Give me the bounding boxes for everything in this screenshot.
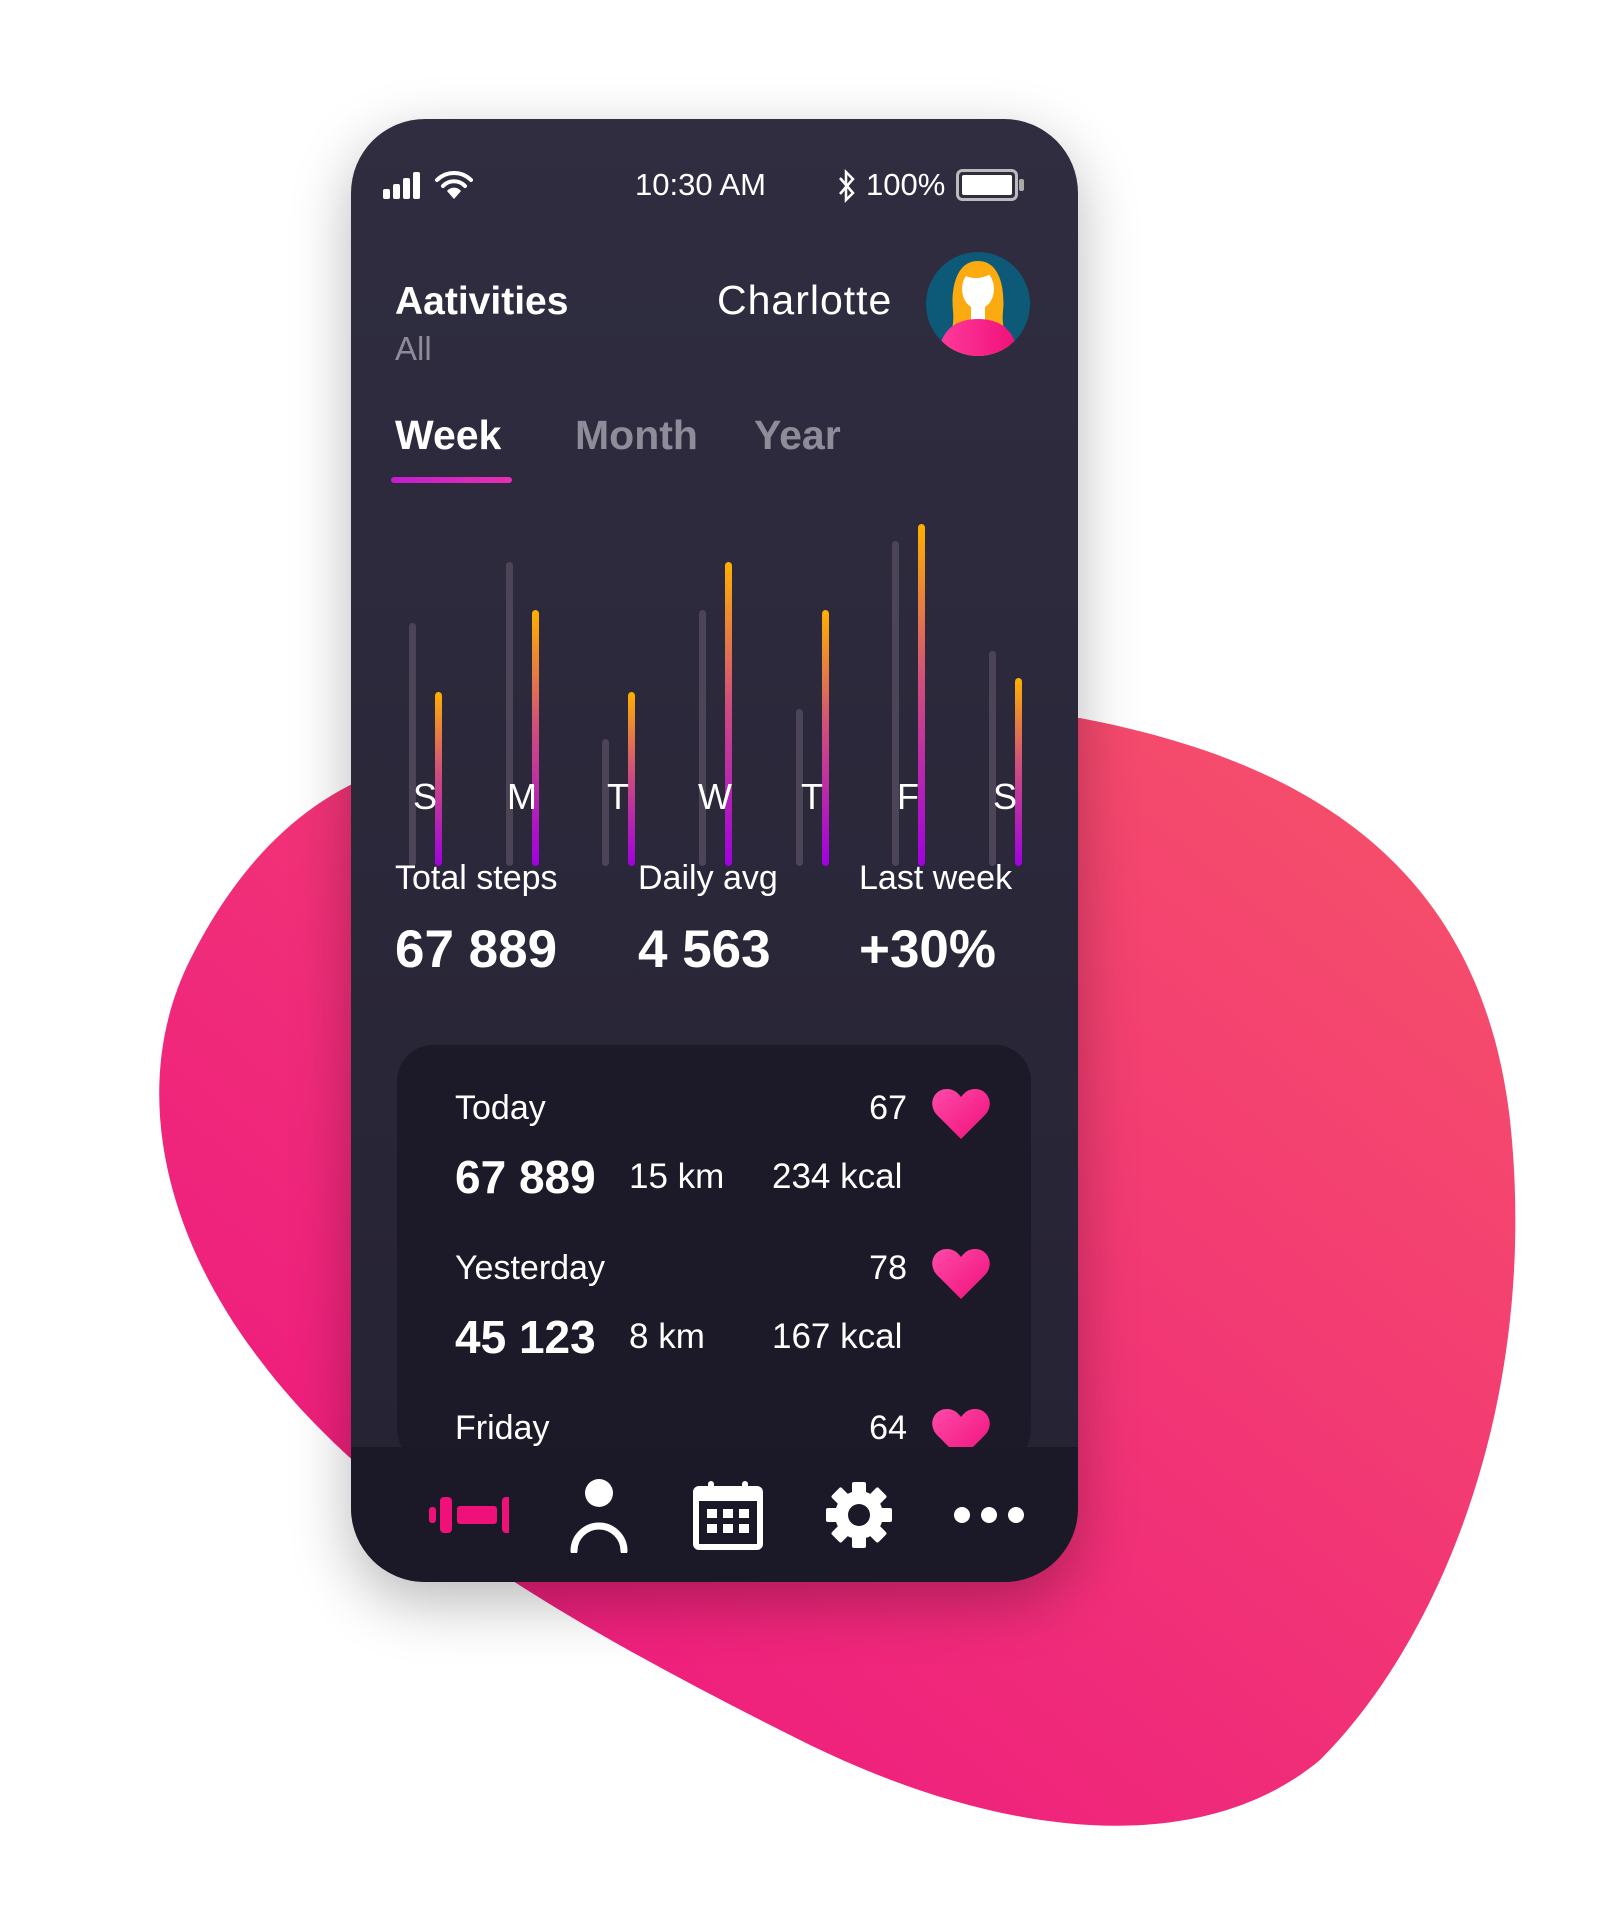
page-title: Aativities bbox=[395, 280, 569, 323]
bar-current-0 bbox=[435, 691, 442, 866]
phone-screen: 10:30 AM 100% Aativities All Charlotte W… bbox=[351, 119, 1078, 1582]
more-icon bbox=[954, 1507, 1024, 1523]
nav-settings[interactable] bbox=[819, 1475, 899, 1555]
heart-icon bbox=[932, 1409, 990, 1459]
list-item-today[interactable]: Today 67 67 889 15 km 234 kcal bbox=[397, 1045, 1031, 1205]
tab-month[interactable]: Month bbox=[575, 412, 698, 458]
active-tab-indicator bbox=[391, 477, 512, 483]
day-label: T bbox=[801, 776, 823, 817]
heart-icon bbox=[932, 1249, 990, 1299]
list-item-heart-rate: 78 bbox=[869, 1249, 907, 1287]
signal-icon bbox=[383, 172, 420, 199]
user-name: Charlotte bbox=[717, 277, 893, 323]
bluetooth-icon bbox=[839, 169, 855, 204]
bar-current-2 bbox=[628, 691, 635, 866]
stat-daily-avg-value: 4 563 bbox=[638, 920, 771, 979]
stat-last-week-value: +30% bbox=[859, 920, 997, 979]
tab-year[interactable]: Year bbox=[754, 412, 841, 458]
nav-activities[interactable] bbox=[429, 1475, 509, 1555]
list-item-calories: 234 kcal bbox=[772, 1157, 903, 1196]
list-item-day: Friday bbox=[455, 1409, 550, 1447]
bar-previous-5 bbox=[892, 541, 899, 866]
day-label: M bbox=[507, 776, 537, 817]
bar-previous-6 bbox=[989, 650, 996, 866]
bar-current-6 bbox=[1015, 677, 1022, 866]
battery-percent: 100% bbox=[866, 167, 946, 202]
bar-previous-3 bbox=[699, 609, 706, 866]
calendar-icon bbox=[693, 1481, 763, 1550]
bar-current-4 bbox=[822, 609, 829, 866]
day-label: W bbox=[698, 776, 732, 817]
bar-current-3 bbox=[725, 561, 732, 866]
status-time: 10:30 AM bbox=[635, 167, 766, 202]
list-item-day: Today bbox=[455, 1089, 546, 1127]
bar-previous-2 bbox=[602, 739, 609, 866]
list-item-steps: 67 889 bbox=[455, 1151, 596, 1203]
list-item-friday[interactable]: Friday 64 bbox=[397, 1365, 1031, 1465]
profile-icon bbox=[570, 1479, 628, 1553]
bar-current-1 bbox=[532, 609, 539, 866]
avatar[interactable] bbox=[925, 251, 1031, 357]
nav-calendar[interactable] bbox=[688, 1475, 768, 1555]
list-item-heart-rate: 67 bbox=[869, 1089, 907, 1127]
bar-previous-0 bbox=[409, 623, 416, 866]
tab-week[interactable]: Week bbox=[395, 412, 502, 458]
list-item-distance: 15 km bbox=[629, 1157, 725, 1196]
bar-previous-4 bbox=[796, 708, 803, 866]
bottom-navigation bbox=[351, 1447, 1078, 1582]
nav-profile[interactable] bbox=[559, 1475, 639, 1555]
list-item-yesterday[interactable]: Yesterday 78 45 123 8 km 167 kcal bbox=[397, 1205, 1031, 1365]
bar-previous-1 bbox=[506, 561, 513, 866]
settings-icon bbox=[826, 1482, 892, 1548]
heart-icon bbox=[932, 1089, 990, 1139]
list-item-day: Yesterday bbox=[455, 1249, 605, 1287]
activity-list-card: Today 67 67 889 15 km 234 kcal Yesterday… bbox=[397, 1045, 1031, 1465]
list-item-distance: 8 km bbox=[629, 1317, 705, 1356]
list-item-heart-rate: 64 bbox=[869, 1409, 907, 1447]
stat-total-steps-value: 67 889 bbox=[395, 920, 558, 979]
day-label: F bbox=[897, 776, 919, 817]
activity-filter[interactable]: All bbox=[395, 330, 432, 367]
wifi-icon bbox=[435, 170, 473, 199]
stat-last-week-label: Last week bbox=[859, 859, 1013, 897]
bar-current-5 bbox=[918, 524, 925, 866]
battery-icon bbox=[956, 169, 1024, 201]
dumbbell-icon bbox=[429, 1497, 509, 1533]
day-label: S bbox=[412, 776, 437, 817]
day-label: S bbox=[992, 776, 1017, 817]
nav-more[interactable] bbox=[949, 1475, 1029, 1555]
day-label: T bbox=[607, 776, 629, 817]
stat-total-steps-label: Total steps bbox=[395, 859, 558, 897]
list-item-calories: 167 kcal bbox=[772, 1317, 903, 1356]
list-item-steps: 45 123 bbox=[455, 1311, 596, 1363]
stat-daily-avg-label: Daily avg bbox=[638, 859, 778, 897]
